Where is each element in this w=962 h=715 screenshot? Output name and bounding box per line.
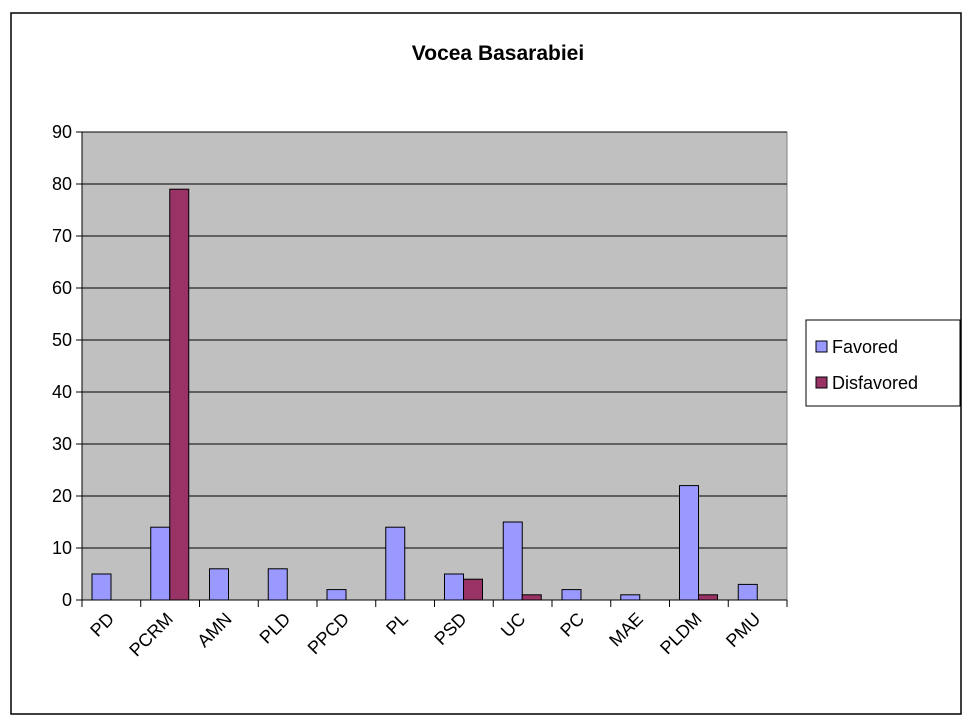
y-tick-label: 10 <box>52 538 72 558</box>
bar <box>150 526 171 601</box>
bar <box>209 568 229 601</box>
bar <box>463 578 483 601</box>
y-tick-label: 70 <box>52 226 72 246</box>
y-tick-label: 90 <box>52 122 72 142</box>
legend-box <box>805 319 961 407</box>
y-tick-label: 60 <box>52 278 72 298</box>
bar <box>444 573 464 601</box>
legend-swatch <box>815 376 828 389</box>
chart-title: Vocea Basarabiei <box>412 42 584 65</box>
bar <box>698 594 718 601</box>
bar <box>502 521 523 601</box>
bar <box>521 594 542 601</box>
legend-swatch <box>815 340 828 353</box>
bar <box>561 589 582 601</box>
y-tick-label: 40 <box>52 382 72 402</box>
bar <box>679 485 699 601</box>
legend-label: Favored <box>832 337 898 357</box>
legend-label: Disfavored <box>832 373 918 393</box>
bar <box>326 589 347 601</box>
y-tick-label: 0 <box>62 590 72 610</box>
y-tick-label: 20 <box>52 486 72 506</box>
bar <box>385 526 406 601</box>
y-tick-label: 50 <box>52 330 72 350</box>
plot-area <box>81 131 788 601</box>
bar <box>169 188 190 601</box>
bar <box>267 568 288 601</box>
y-tick-label: 30 <box>52 434 72 454</box>
bar <box>737 583 758 601</box>
y-tick-label: 80 <box>52 174 72 194</box>
bar <box>620 594 641 601</box>
bar <box>91 573 112 601</box>
